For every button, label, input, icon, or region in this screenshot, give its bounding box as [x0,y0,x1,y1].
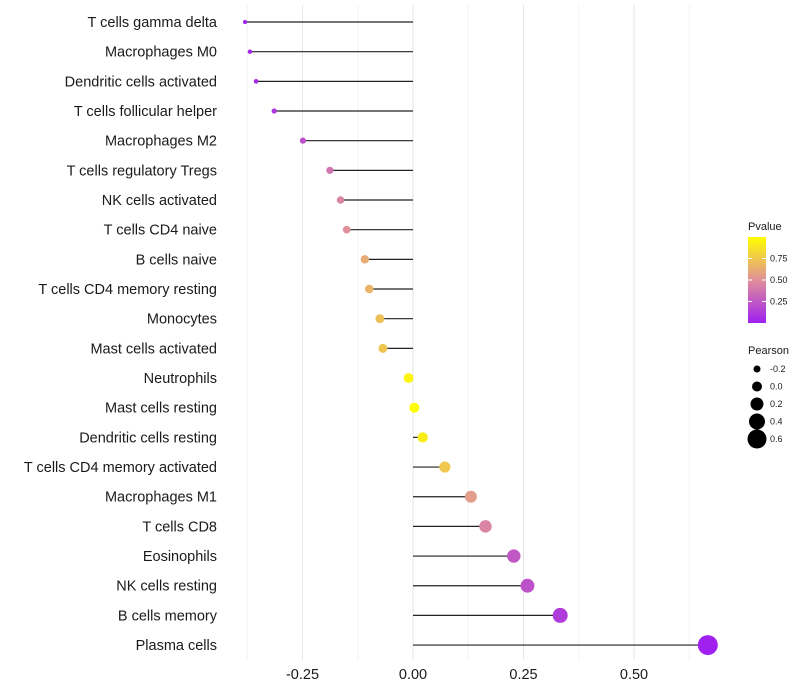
legend-pearson-title: Pearson [748,345,789,357]
lollipop-dot [247,49,253,54]
lollipop-dot [464,490,477,503]
size-key-label: -0.2 [770,364,786,374]
x-axis-labels: -0.25 0.00 0.25 0.50 [286,667,648,683]
lollipop-dot [271,108,277,114]
y-tick-label: T cells follicular helper [74,104,217,120]
size-key-dot [753,365,761,373]
lollipop-dot [507,549,521,563]
lollipop-dot [299,137,307,144]
y-tick-label: B cells memory [118,608,218,624]
y-tick-label: T cells gamma delta [88,15,218,31]
y-tick-label: Eosinophils [143,549,217,565]
legend-pvalue: Pvalue 0.25 0.50 0.75 [748,221,788,323]
legend-pvalue-title: Pvalue [748,221,782,233]
y-tick-label: Mast cells resting [105,401,217,417]
x-tick-label: 0.00 [399,667,427,683]
y-tick-label: Macrophages M1 [105,490,217,506]
y-tick-label: Plasma cells [136,638,217,654]
lollipop-dot [378,343,388,353]
y-tick-label: NK cells activated [102,193,217,209]
lollipop-dot [439,461,451,473]
colorbar-tick-label: 0.75 [770,254,788,264]
size-key-label: 0.6 [770,434,783,444]
size-key-label: 0.2 [770,399,783,409]
lollipop-dot [336,196,345,204]
size-key-dot [750,397,764,411]
colorbar-tick-label: 0.25 [770,297,788,307]
colorbar-tick-label: 0.50 [770,275,788,285]
lollipop-sticks [245,21,708,646]
y-tick-label: Mast cells activated [90,341,217,357]
size-key-dot [747,429,767,449]
grid-lines [246,5,690,660]
lollipop-dot [697,635,718,656]
y-axis-labels: T cells gamma delta Macrophages M0 Dendrit… [24,15,218,654]
lollipop-dot [409,402,420,413]
lollipop-dot [364,284,374,294]
lollipop-dot [520,578,535,593]
y-tick-label: Macrophages M2 [105,134,217,150]
y-tick-label: Dendritic cells activated [65,74,217,90]
y-tick-label: Neutrophils [144,371,217,387]
y-tick-label: T cells CD4 memory resting [38,282,217,298]
lollipop-dot [479,520,492,533]
lollipop-dot [375,314,385,324]
y-tick-label: NK cells resting [116,579,217,595]
y-tick-label: T cells CD8 [142,519,217,535]
y-tick-label: T cells CD4 naive [104,223,217,239]
y-tick-label: Dendritic cells resting [79,430,217,446]
y-tick-label: Monocytes [147,312,217,328]
lollipop-dots [242,19,718,656]
x-tick-label: 0.50 [620,667,648,683]
lollipop-dot [403,373,414,383]
lollipop-dot [552,607,568,623]
lollipop-dot [242,19,248,25]
y-tick-label: T cells CD4 memory activated [24,460,217,476]
y-tick-label: Macrophages M0 [105,45,217,61]
lollipop-dot [360,255,370,264]
y-tick-label: T cells regulatory Tregs [67,163,217,179]
x-tick-label: 0.25 [509,667,537,683]
colorbar [748,237,766,323]
lollipop-dot [253,79,259,84]
size-key-label: 0.4 [770,417,783,427]
y-tick-label: B cells naive [136,252,217,268]
x-tick-label: -0.25 [286,667,319,683]
size-key-label: 0.0 [770,382,783,392]
lollipop-dot [326,166,334,174]
lollipop-dot [342,225,351,234]
size-key-dot [749,413,765,430]
size-key-dot [752,381,762,392]
lollipop-dot [417,432,428,443]
legend-pearson: Pearson -0.2 0.0 0.2 0.4 0.6 [747,345,789,449]
